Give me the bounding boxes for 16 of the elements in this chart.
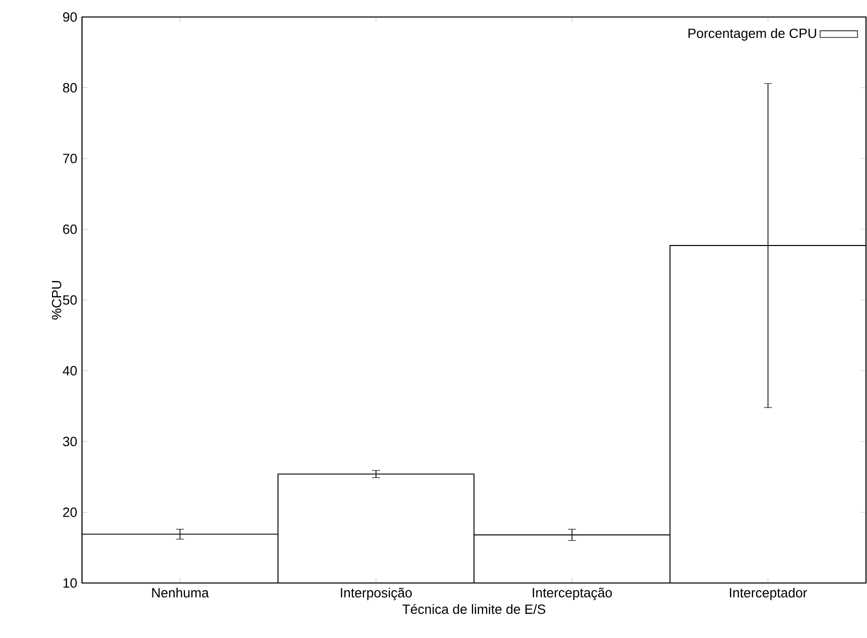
x-tick-label: Nenhuma — [152, 588, 209, 598]
y-tick-label: 30 — [62, 436, 77, 446]
x-tick-label: Interposição — [340, 588, 412, 600]
y-tick-label: 50 — [63, 295, 77, 305]
y-tick-label: 40 — [62, 366, 77, 376]
y-tick-label: 70 — [63, 154, 77, 164]
y-tick-label: 60 — [63, 224, 77, 234]
legend-label: Porcentagem de CPU — [688, 28, 816, 41]
y-tick-label: 90 — [63, 12, 77, 22]
x-axis-title: Técnica de limite de E/S — [402, 604, 546, 614]
y-tick-label: 80 — [63, 83, 77, 92]
y-tick-label: 10 — [63, 578, 77, 588]
x-tick-label: Interceptação — [532, 588, 612, 600]
x-tick-label: Interceptador — [730, 588, 808, 600]
y-tick-label: 20 — [63, 508, 77, 517]
y-axis-title: %CPU — [52, 281, 62, 320]
